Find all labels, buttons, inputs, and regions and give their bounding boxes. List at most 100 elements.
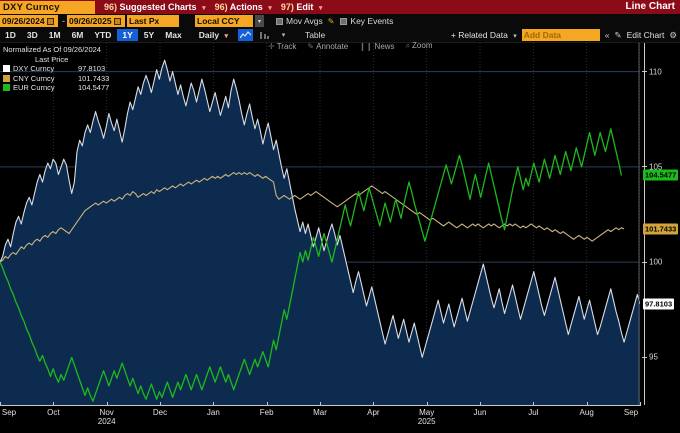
track-button[interactable]: ✛ Track [268, 42, 296, 51]
legend-item-eur[interactable]: EUR Curncy 104.5477 [3, 83, 109, 93]
news-label: News [374, 41, 395, 51]
chart-sub-toolbar: ✛ Track ✎ Annotate ❙❙ News ⌕ Zoom [268, 41, 433, 51]
x-tick-label: Sep [623, 408, 639, 417]
y-tick-label: 95 [649, 352, 658, 362]
menu-edit[interactable]: 97) Edit ▾ [281, 2, 323, 12]
y-tick-mark [642, 356, 647, 358]
x-tick-mark [320, 402, 321, 406]
frequency-label: Daily [198, 30, 220, 40]
gear-icon[interactable]: ⚙ [669, 29, 677, 40]
date-from-input[interactable]: 09/26/2024 [0, 15, 58, 27]
y-tick-mark [642, 166, 647, 168]
x-tick-mark [266, 402, 268, 406]
news-button[interactable]: ❙❙ News [359, 42, 394, 51]
x-tick-label: Apr [367, 408, 380, 417]
key-events-label: Key Events [350, 16, 394, 26]
annotate-button[interactable]: ✎ Annotate [307, 42, 348, 51]
checkbox-icon [340, 17, 348, 25]
x-tick-label: Nov [99, 408, 114, 417]
period-1d[interactable]: 1D [5, 30, 16, 40]
zoom-button[interactable]: ⌕ Zoom [406, 41, 433, 51]
x-axis: Sep Oct Nov 2024 Dec Jan Feb Mar Apr May 2025 Jun Ju… [0, 402, 641, 433]
y-tick-95: 95 [642, 352, 658, 362]
x-tick-label: Oct [47, 408, 60, 417]
y-tick-mark [642, 261, 647, 263]
chart-legend: Normalized As Of 09/26/2024 Last Price D… [3, 45, 109, 93]
x-tick-label: Jun [473, 408, 487, 417]
x-tick-sep-12: Sep [624, 408, 638, 417]
period-ytd[interactable]: YTD [94, 30, 112, 40]
calendar-icon[interactable] [113, 17, 121, 25]
related-data-label: + Related Data [450, 30, 508, 40]
pencil-icon[interactable]: ✎ [327, 16, 335, 26]
line-chart-icon[interactable] [237, 29, 253, 41]
bar-chart-icon[interactable] [257, 29, 272, 41]
annotate-label: Annotate [316, 41, 349, 51]
calendar-icon[interactable] [46, 17, 54, 25]
x-tick-jul-10: Jul [528, 408, 538, 417]
app-header: DXY Curncy 96) Suggested Charts ▾ 96) Ac… [0, 0, 680, 14]
legend-name-eur: EUR Curncy [13, 83, 55, 92]
checkbox-icon [276, 17, 283, 25]
plot-canvas[interactable] [0, 43, 640, 405]
x-tick-mark [213, 402, 215, 406]
period-5y[interactable]: 5Y [143, 30, 155, 40]
x-tick-mark [373, 402, 375, 406]
y-tick-105: 105 [642, 162, 662, 171]
x-tick-mark [480, 402, 481, 406]
menu-suggested-charts-num: 96) [104, 2, 118, 12]
y-tick-mark [642, 71, 647, 73]
x-tick-dec-3: Dec [153, 408, 167, 417]
menu-suggested-charts[interactable]: 96) Suggested Charts ▾ [104, 2, 206, 12]
chevron-down-icon: ▾ [224, 33, 228, 40]
menu-actions[interactable]: 96) Actions ▾ [215, 2, 272, 12]
zoom-label: Zoom [412, 41, 433, 50]
legend-normalized-label: Normalized As Of 09/26/2024 [3, 45, 101, 54]
y-tick-label: 110 [649, 67, 662, 77]
legend-item-cny[interactable]: CNY Curncy 101.7433 [3, 74, 109, 84]
edit-chart-button[interactable]: Edit Chart [626, 30, 665, 40]
x-tick-feb-5: Feb [260, 408, 274, 417]
x-tick-sep-0: Sep [2, 408, 16, 417]
add-data-input[interactable]: Add Data [521, 29, 600, 41]
ticker-input[interactable]: DXY Curncy [0, 0, 95, 14]
x-axis-year-label: 2024 [97, 417, 116, 426]
x-tick-aug-11: Aug [580, 408, 594, 417]
frequency-select[interactable]: Daily ▾ [194, 29, 233, 41]
currency-dropdown-icon[interactable]: ▾ [255, 15, 264, 27]
legend-item-dxy[interactable]: DXY Curncy 97.8103 [3, 64, 109, 74]
legend-value-cny: 101.7433 [78, 73, 110, 83]
period-1y[interactable]: 1Y [117, 29, 138, 41]
currency-select[interactable]: Local CCY [195, 15, 253, 27]
price-tag-97.8103: 97.8103 [643, 298, 675, 310]
period-max[interactable]: Max [165, 30, 182, 40]
collapse-icon[interactable]: « [604, 30, 610, 40]
key-events-checkbox[interactable]: Key Events [340, 16, 393, 26]
mov-avgs-label: Mov Avgs [286, 16, 323, 26]
date-to-input[interactable]: 09/26/2025 [67, 15, 125, 27]
x-tick-mark [160, 402, 161, 406]
chevron-down-icon: ▾ [318, 5, 323, 12]
chart-area: Normalized As Of 09/26/2024 Last Price D… [0, 43, 680, 433]
x-tick-may-8: May 2025 [418, 408, 436, 426]
x-tick-label: May [419, 408, 435, 417]
period-3d[interactable]: 3D [26, 30, 38, 40]
mov-avgs-checkbox[interactable]: Mov Avgs ✎ [276, 16, 334, 26]
period-1m[interactable]: 1M [48, 30, 61, 40]
x-tick-oct-1: Oct [47, 408, 59, 417]
table-button[interactable]: Table [304, 30, 326, 40]
related-data-button[interactable]: + Related Data ▾ [451, 30, 517, 40]
period-6m[interactable]: 6M [71, 30, 84, 40]
legend-value-eur: 104.5477 [78, 83, 110, 92]
toolbar-right-tools: + Related Data ▾ Add Data « ✎ Edit Chart… [451, 29, 677, 41]
legend-swatch-cny [3, 74, 10, 82]
x-tick-label: Dec [152, 408, 168, 417]
legend-swatch-dxy [3, 65, 10, 73]
zoom-icon: ⌕ [405, 41, 411, 50]
x-tick-label: Jul [528, 408, 539, 417]
pencil-icon[interactable]: ✎ [614, 29, 622, 40]
more-options-icon[interactable]: ▾ [281, 32, 286, 39]
menu-actions-num: 96) [214, 2, 228, 12]
price-type-select[interactable]: Last Px [127, 15, 179, 27]
news-icon: ❙❙ [359, 41, 373, 51]
